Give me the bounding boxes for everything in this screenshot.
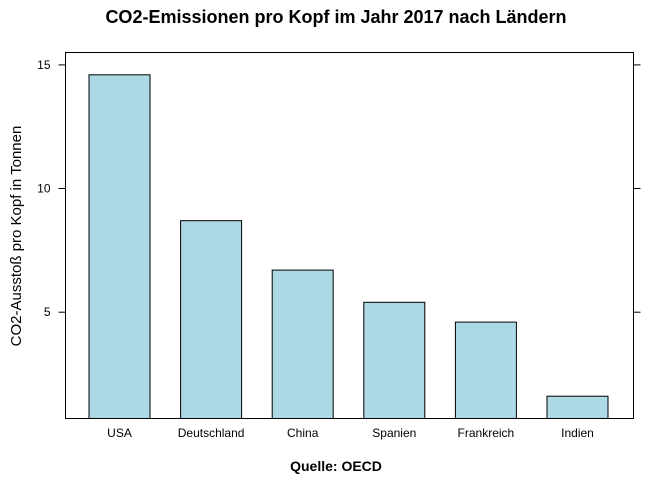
x-tick-label: Deutschland: [178, 426, 245, 440]
bar-spanien: [363, 301, 426, 419]
y-tick-label: 5: [44, 305, 51, 319]
bar-deutschland: [180, 220, 243, 419]
bar-usa: [88, 74, 151, 420]
y-tick-label: 10: [37, 182, 51, 196]
bars-group: [88, 74, 609, 420]
chart-title: CO2-Emissionen pro Kopf im Jahr 2017 nac…: [105, 7, 566, 27]
x-axis: USA Deutschland China Spanien Frankreich Indi…: [107, 426, 594, 440]
y-tick-label: 15: [37, 58, 51, 72]
plot-area-frame: [65, 52, 634, 419]
bar-frankreich: [454, 321, 517, 420]
x-tick-label: USA: [107, 426, 132, 440]
y-axis-label: CO2-Ausstoß pro Kopf in Tonnen: [8, 126, 25, 347]
x-tick-label: Spanien: [372, 426, 416, 440]
x-axis-label: Quelle: OECD: [290, 458, 382, 474]
y-axis: 5 10 15: [37, 58, 641, 319]
x-tick-label: Indien: [561, 426, 594, 440]
bar-china: [271, 269, 334, 419]
x-tick-label: Frankreich: [458, 426, 515, 440]
x-tick-label: China: [287, 426, 319, 440]
bar-indien: [546, 395, 609, 420]
